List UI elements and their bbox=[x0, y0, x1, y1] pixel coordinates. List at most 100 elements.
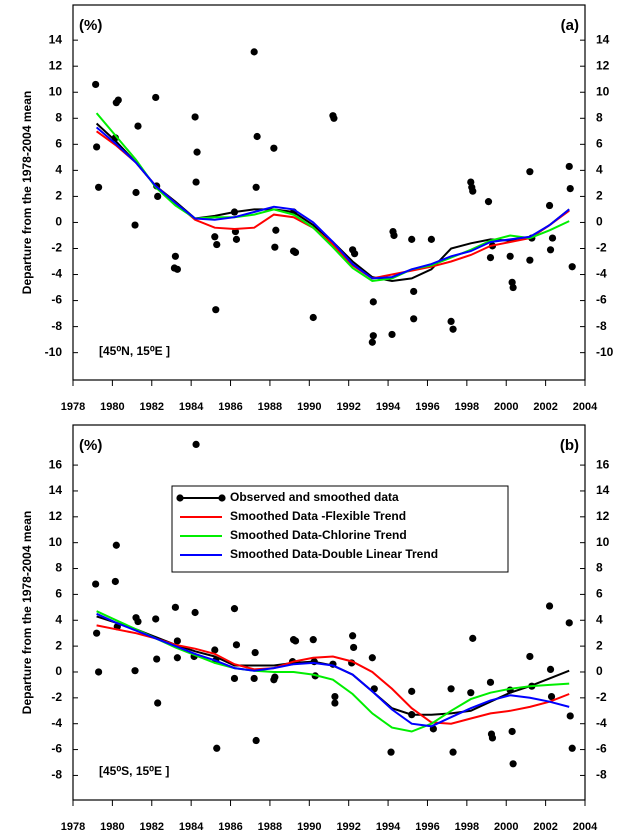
x-tick-label: 1994 bbox=[376, 401, 401, 413]
y-tick-label: 4 bbox=[55, 612, 62, 626]
y-tick-label: -6 bbox=[596, 293, 607, 307]
observed-point bbox=[192, 440, 200, 448]
plot-frame bbox=[72, 4, 586, 381]
observed-point bbox=[469, 634, 477, 642]
x-tick-label: 1984 bbox=[179, 821, 204, 833]
observed-point bbox=[211, 233, 219, 241]
observed-point bbox=[546, 665, 555, 673]
observed-point bbox=[526, 168, 534, 176]
observed-point bbox=[387, 748, 395, 756]
x-tick-label: 1986 bbox=[218, 821, 242, 833]
y-tick-label: 4 bbox=[596, 612, 603, 626]
y-tick-label: -4 bbox=[596, 267, 607, 281]
panel-label: (b) bbox=[560, 437, 579, 454]
observed-point bbox=[568, 263, 576, 271]
legend-label: Observed and smoothed data bbox=[230, 490, 399, 504]
observed-point bbox=[568, 744, 576, 752]
smoothed-line bbox=[96, 612, 570, 728]
observed-point bbox=[368, 654, 376, 662]
y-tick-label: -4 bbox=[51, 716, 62, 730]
observed-point bbox=[93, 143, 101, 151]
observed-point bbox=[488, 734, 497, 742]
observed-point bbox=[154, 699, 162, 707]
observed-point bbox=[232, 641, 241, 649]
observed-point bbox=[272, 226, 280, 234]
location-label: [45⁰S, 15⁰E ] bbox=[99, 764, 169, 778]
y-tick-label: 6 bbox=[596, 587, 603, 601]
observed-point bbox=[509, 760, 517, 768]
y-axis-label: Departure from the 1978-2004 mean bbox=[20, 91, 34, 294]
observed-point bbox=[486, 254, 495, 262]
y-tick-label: 10 bbox=[596, 84, 610, 98]
y-tick-label: 14 bbox=[49, 483, 63, 497]
y-tick-label: -6 bbox=[596, 742, 607, 756]
observed-point bbox=[112, 541, 120, 549]
observed-point bbox=[467, 689, 475, 697]
smoothed-line bbox=[96, 624, 570, 725]
observed-point bbox=[408, 235, 416, 243]
legend-label: Smoothed Data-Double Linear Trend bbox=[230, 547, 438, 561]
observed-point bbox=[449, 325, 457, 333]
x-tick-label: 2000 bbox=[494, 821, 518, 833]
observed-point bbox=[171, 252, 179, 260]
observed-point bbox=[271, 243, 279, 251]
y-tick-label: -6 bbox=[51, 293, 62, 307]
observed-point bbox=[134, 122, 142, 130]
y-tick-label: 10 bbox=[596, 535, 610, 549]
x-tick-label: 1990 bbox=[297, 821, 321, 833]
unit-label: (%) bbox=[79, 437, 102, 454]
x-tick-label: 2004 bbox=[573, 401, 598, 413]
observed-point bbox=[509, 283, 517, 292]
observed-point bbox=[211, 646, 219, 654]
x-tick-label: 1996 bbox=[415, 401, 439, 413]
x-tick-label: 1984 bbox=[179, 401, 204, 413]
observed-point bbox=[95, 668, 103, 676]
observed-point bbox=[92, 580, 100, 588]
observed-point bbox=[309, 313, 317, 322]
y-tick-label: 0 bbox=[596, 664, 603, 678]
observed-point bbox=[410, 287, 418, 296]
observed-point bbox=[171, 603, 179, 611]
y-axis-label: Departure from the 1978-2004 mean bbox=[20, 511, 34, 714]
observed-point bbox=[154, 192, 162, 201]
x-tick-label: 1996 bbox=[415, 821, 439, 833]
y-tick-label: 0 bbox=[55, 664, 62, 678]
legend-label: Smoothed Data-Chlorine Trend bbox=[230, 528, 407, 542]
y-tick-label: 6 bbox=[55, 136, 62, 150]
x-tick-label: 1978 bbox=[61, 821, 85, 833]
y-tick-label: -2 bbox=[51, 241, 62, 255]
observed-point bbox=[230, 605, 239, 613]
observed-point bbox=[469, 187, 477, 195]
x-tick-label: 1990 bbox=[297, 401, 321, 413]
observed-point bbox=[270, 144, 278, 152]
y-tick-label: 2 bbox=[55, 638, 62, 652]
smoothed-line bbox=[95, 122, 570, 283]
observed-point bbox=[152, 93, 160, 102]
x-tick-label: 1992 bbox=[336, 401, 360, 413]
observed-point bbox=[349, 632, 357, 640]
observed-point bbox=[486, 678, 495, 686]
observed-point bbox=[548, 234, 557, 242]
y-tick-label: -4 bbox=[51, 267, 62, 281]
observed-point bbox=[95, 183, 103, 191]
y-tick-label: 8 bbox=[596, 561, 603, 575]
legend-label: Smoothed Data -Flexible Trend bbox=[230, 509, 406, 523]
y-tick-label: -10 bbox=[45, 345, 63, 359]
y-tick-label: 4 bbox=[596, 163, 603, 177]
observed-point bbox=[251, 648, 259, 657]
y-tick-label: 14 bbox=[596, 483, 610, 497]
y-tick-label: 6 bbox=[596, 136, 603, 150]
smoothed-line bbox=[95, 112, 570, 283]
y-tick-label: 12 bbox=[49, 58, 63, 72]
y-tick-label: 4 bbox=[55, 163, 62, 177]
observed-point bbox=[213, 240, 221, 249]
observed-point bbox=[253, 132, 261, 141]
observed-point bbox=[506, 252, 514, 260]
observed-point bbox=[526, 652, 534, 661]
observed-point bbox=[173, 654, 181, 662]
y-tick-label: 16 bbox=[49, 457, 63, 471]
observed-point bbox=[388, 330, 396, 339]
observed-point bbox=[252, 183, 260, 191]
smoothed-line bbox=[96, 610, 570, 733]
